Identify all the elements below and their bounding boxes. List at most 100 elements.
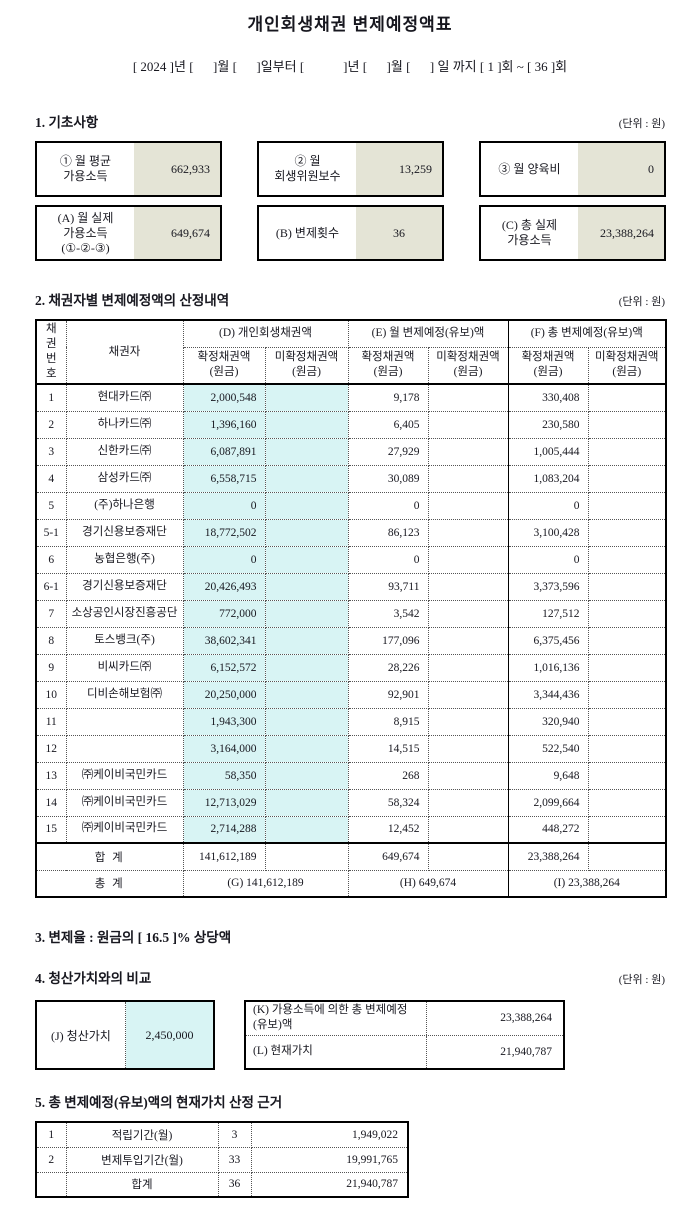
creditor-name-cell: [65, 707, 184, 736]
sum-row-label: 합 계: [35, 842, 184, 871]
creditor-tbody: 1 현대카드㈜ 2,000,548 9,178 330,408 2 하나카드㈜ 1,396,1…: [35, 383, 667, 844]
repayment-schedule-table: 채권 번호 채권자 (D) 개인회생채권액 (E) 월 변제예정(유보)액 (F…: [35, 319, 668, 898]
creditor-name-cell: 신한카드㈜: [65, 437, 184, 466]
period-line: [ 2024 ]년 [ ]월 [ ]일부터 [ ]년 [ ]월 [ ] 일 까지…: [132, 59, 568, 74]
info-box-value: 649,674: [133, 207, 220, 259]
claim-no-cell: 15: [35, 815, 67, 844]
f-unfixed-cell: [587, 599, 667, 628]
d-unfixed-cell: [264, 626, 349, 655]
d-unfixed-cell: [264, 761, 349, 790]
l-value: 21,940,787: [500, 1045, 552, 1058]
e-unfixed-cell: [427, 815, 509, 844]
claim-no-cell: 10: [35, 680, 67, 709]
table-row: 2 변제투입기간(월) 33 19,991,765: [35, 1146, 409, 1173]
d-fixed-cell: 58,350: [182, 761, 266, 790]
sum-e-fixed: 649,674: [347, 842, 429, 871]
col-header-d-fixed: 확정채권액 (원금): [182, 346, 266, 385]
table-row: 7 소상공인시장진흥공단 772,000 3,542 127,512: [35, 599, 667, 628]
total-e: (H) 649,674: [347, 869, 509, 898]
e-unfixed-cell: [427, 464, 509, 493]
info-box-monthly-avg-income: ① 월 평균 가용소득 662,933: [35, 141, 222, 197]
claim-no-cell: 14: [35, 788, 67, 817]
table-row: 10 디비손해보험㈜ 20,250,000 92,901 3,344,436: [35, 680, 667, 709]
e-unfixed-cell: [427, 680, 509, 709]
info-box-label: ③ 월 양육비: [498, 161, 561, 176]
f-unfixed-cell: [587, 545, 667, 574]
creditor-name-cell: ㈜케이비국민카드: [65, 815, 184, 844]
f-unfixed-cell: [587, 761, 667, 790]
info-box-label: (A) 월 실제 가용소득 (①-②-③): [57, 210, 114, 255]
info-box-label: ① 월 평균 가용소득: [59, 154, 112, 183]
d-fixed-cell: 38,602,341: [182, 626, 266, 655]
d-unfixed-cell: [264, 491, 349, 520]
f-unfixed-cell: [587, 626, 667, 655]
f-fixed-cell: 522,540: [507, 734, 589, 763]
d-fixed-cell: 6,087,891: [182, 437, 266, 466]
row-count: 3: [217, 1121, 252, 1148]
d-fixed-cell: 2,000,548: [182, 383, 266, 412]
col-header-f-fixed: 확정채권액 (원금): [507, 346, 589, 385]
l-label: (L) 현재가치: [246, 1035, 427, 1068]
page-title: 개인회생채권 변제예정액표: [247, 15, 453, 34]
f-unfixed-cell: [587, 383, 667, 412]
d-fixed-cell: 20,426,493: [182, 572, 266, 601]
e-fixed-cell: 8,915: [347, 707, 429, 736]
row-no: 1: [35, 1121, 67, 1148]
col-group-f: (F) 총 변제예정(유보)액: [507, 319, 667, 348]
e-unfixed-cell: [427, 518, 509, 547]
col-header-d-unfixed: 미확정채권액 (원금): [264, 346, 349, 385]
l-row: (L) 현재가치 21,940,787: [246, 1034, 563, 1068]
total-d: (G) 141,612,189: [182, 869, 349, 898]
f-fixed-cell: 3,100,428: [507, 518, 589, 547]
f-unfixed-cell: [587, 464, 667, 493]
e-unfixed-cell: [427, 545, 509, 574]
d-fixed-cell: 772,000: [182, 599, 266, 628]
e-unfixed-cell: [427, 788, 509, 817]
info-box-value: 13,259: [355, 143, 442, 195]
f-unfixed-cell: [587, 788, 667, 817]
total-row: 총 계 (G) 141,612,189 (H) 649,674 (I) 23,3…: [35, 869, 667, 898]
document-page: 개인회생채권 변제예정액표 [ 2024 ]년 [ ]월 [ ]일부터 [ ]년…: [0, 10, 696, 1198]
info-box-label: (B) 변제횟수: [275, 225, 340, 240]
e-fixed-cell: 93,711: [347, 572, 429, 601]
sum-e-unfixed: [427, 842, 509, 871]
e-unfixed-cell: [427, 572, 509, 601]
f-fixed-cell: 1,016,136: [507, 653, 589, 682]
table-row: 14 ㈜케이비국민카드 12,713,029 58,324 2,099,664: [35, 788, 667, 817]
table-row: 2 하나카드㈜ 1,396,160 6,405 230,580: [35, 410, 667, 439]
info-box-label: (C) 총 실제 가용소득: [501, 218, 558, 247]
d-fixed-cell: 0: [182, 545, 266, 574]
e-fixed-cell: 3,542: [347, 599, 429, 628]
f-fixed-cell: 0: [507, 491, 589, 520]
f-unfixed-cell: [587, 410, 667, 439]
claim-no-cell: 13: [35, 761, 67, 790]
table-row: 6 농협은행(주) 0 0 0: [35, 545, 667, 574]
e-fixed-cell: 28,226: [347, 653, 429, 682]
claim-no-cell: 8: [35, 626, 67, 655]
f-unfixed-cell: [587, 491, 667, 520]
f-unfixed-cell: [587, 518, 667, 547]
f-fixed-cell: 320,940: [507, 707, 589, 736]
liquidation-value-label: (J) 청산가치: [37, 1002, 126, 1068]
table-row: 11 1,943,300 8,915 320,940: [35, 707, 667, 736]
d-unfixed-cell: [264, 734, 349, 763]
row-no: [35, 1171, 67, 1198]
table-row: 1 적립기간(월) 3 1,949,022: [35, 1121, 409, 1148]
creditor-name-cell: 농협은행(주): [65, 545, 184, 574]
d-fixed-cell: 3,164,000: [182, 734, 266, 763]
e-unfixed-cell: [427, 761, 509, 790]
e-fixed-cell: 6,405: [347, 410, 429, 439]
f-fixed-cell: 6,375,456: [507, 626, 589, 655]
creditor-name-cell: 소상공인시장진흥공단: [65, 599, 184, 628]
creditor-name-cell: 토스뱅크(주): [65, 626, 184, 655]
e-fixed-cell: 86,123: [347, 518, 429, 547]
e-unfixed-cell: [427, 383, 509, 412]
creditor-name-cell: 경기신용보증재단: [65, 518, 184, 547]
d-unfixed-cell: [264, 410, 349, 439]
f-fixed-cell: 1,083,204: [507, 464, 589, 493]
col-header-e-fixed: 확정채권액 (원금): [347, 346, 429, 385]
section4-heading: 4. 청산가치와의 비교: [35, 971, 152, 986]
k-label: (K) 가용소득에 의한 총 변제예정(유보)액: [246, 1002, 427, 1035]
liquidation-value-box: (J) 청산가치 2,450,000: [35, 1000, 215, 1070]
claim-no-cell: 2: [35, 410, 67, 439]
